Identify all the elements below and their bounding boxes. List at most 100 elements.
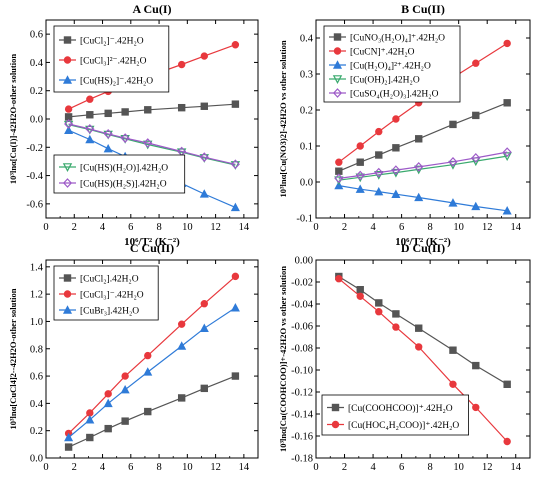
data-point-CuHSH2S [199, 152, 209, 163]
data-point-CuNO3 [415, 135, 423, 143]
y-tick-label-B: -0.1 [296, 214, 313, 225]
legend-marker-CuCl3b [63, 290, 72, 298]
series-line-CuCl2 [68, 103, 236, 118]
legend-box-bottom-A [53, 154, 186, 194]
legend-marker-CuNO3 [333, 33, 342, 41]
data-point-CuNO3 [356, 158, 364, 166]
data-point-CuH2O4 [471, 201, 481, 211]
data-point-CuHS2 [103, 143, 113, 153]
data-point-CuHS2 [199, 189, 209, 198]
legend-marker-CuCl3 [63, 56, 72, 64]
data-point-CuH2O4 [448, 198, 458, 207]
data-point-CuSO4 [374, 167, 384, 178]
data-point-CuHOC [472, 403, 480, 412]
data-point-CuCl2b [177, 394, 186, 402]
legend-label-CuCN: [CuCN]⁺.42H₂O [350, 47, 415, 57]
data-point-CuHSH2S [103, 128, 113, 139]
x-tick-label-C: 4 [100, 462, 106, 473]
data-point-CuCl2 [86, 111, 94, 119]
series-line-CuNO3 [338, 102, 508, 172]
x-tick-label-C: 14 [239, 462, 250, 473]
x-tick-label-A: 14 [239, 222, 250, 233]
data-point-CuHSH2S [120, 133, 130, 143]
x-tick-label-D: 2 [342, 462, 347, 473]
data-point-CuCN [375, 127, 383, 136]
data-point-CuBr3 [64, 432, 74, 442]
data-point-CuCl3b [144, 351, 152, 360]
data-point-CuCl3b [177, 320, 186, 328]
data-point-CuNO3 [472, 111, 480, 120]
legend-label-CuCl3: [CuCl₃]²⁻.42H₂O [80, 56, 147, 66]
y-tick-label-D: 0.00 [295, 256, 313, 267]
data-point-CuCl2 [104, 109, 112, 118]
data-point-CuSO4 [448, 156, 458, 167]
y-tick-label-C: 1.2 [30, 290, 43, 301]
x-tick-label-B: 14 [510, 222, 521, 233]
panel-title-D: D Cu(II) [401, 241, 445, 255]
data-point-CuCOOH [356, 286, 364, 294]
y-tick-label-B: 0.0 [300, 178, 313, 189]
y-tick-label-C: 0.4 [30, 399, 44, 410]
data-point-CuSO4 [334, 173, 344, 184]
y-axis-label-C: 10³lnα[CuCl4]2--42H2O-other solution [8, 288, 18, 429]
legend-label-CuHOC: [Cu(HOC₄H₂COO)]⁺.42H₂O [348, 420, 459, 431]
data-point-CuHSH2S [230, 159, 240, 170]
data-point-CuNO3 [449, 120, 457, 129]
series-line-CuCl3b [68, 275, 236, 434]
y-tick-label-D: -0.02 [291, 278, 313, 289]
data-point-CuCOOH [415, 324, 423, 332]
x-axis-label-B: 10⁶/T² (K⁻²) [395, 236, 451, 248]
x-tick-label-B: 2 [342, 222, 347, 233]
y-tick-label-B: 0.4 [300, 34, 314, 45]
legend-marker-CuOH2 [332, 75, 343, 84]
data-point-CuCl3b [104, 390, 112, 398]
plot-frame-D [315, 259, 531, 459]
legend-label-CuHSH2S: [Cu(HS)(H₂S)].42H₂O [80, 178, 167, 189]
plot-frame-B [315, 19, 531, 219]
data-point-CuCN [392, 115, 400, 123]
data-point-CuCN [356, 142, 364, 150]
data-point-CuBr3 [199, 323, 209, 332]
data-point-CuSO4 [355, 170, 365, 181]
series-line-CuSO4 [338, 151, 508, 179]
panel-B: B Cu(II) 0 2 4 6 8 10 12 14 -0.1 0.0 0.1 0.2 0.3 0.4 10… [278, 2, 531, 248]
data-point-CuBr3 [143, 367, 153, 376]
x-tick-label-D: 6 [399, 462, 404, 473]
x-tick-label-A: 4 [100, 222, 106, 233]
x-tick-label-C: 2 [72, 462, 77, 473]
legend-marker-CuHSH2S [62, 178, 73, 188]
data-point-CuCl3 [64, 105, 73, 113]
y-tick-label-A: 0.6 [30, 30, 43, 41]
data-point-CuCOOH [449, 346, 457, 354]
legend-label-CuNO3: [CuNO₃(H₂O)₄]⁺.42H₂O [350, 32, 445, 43]
series-line-CuCl2b [68, 375, 236, 448]
x-tick-label-B: 4 [370, 222, 376, 233]
y-axis-label-D: 10³lnα[Cu(COOHCOO)]+-42H2O vs other solu… [278, 266, 288, 452]
data-point-CuHSH2S [85, 124, 95, 134]
data-point-CuHSH2S [143, 138, 153, 148]
y-tick-label-D: -0.12 [291, 388, 313, 399]
data-point-CuH2O4 [334, 180, 344, 190]
y-tick-label-B: 0.1 [300, 142, 313, 153]
y-tick-label-A: 0.2 [30, 86, 43, 97]
data-point-CuCl2 [177, 103, 186, 112]
x-tick-label-D: 0 [313, 462, 318, 473]
legend-box-top-C [53, 265, 159, 321]
data-point-CuNO3 [503, 99, 511, 107]
data-point-CuBr3 [177, 341, 187, 350]
data-point-CuCl2 [200, 102, 208, 110]
y-tick-label-D: -0.04 [291, 300, 314, 311]
data-point-CuCOOH [472, 361, 480, 370]
data-point-CuCl2b [231, 372, 240, 380]
panel-C: C Cu(II) 0 2 4 6 8 10 12 14 0.0 0.2 0.4 0.6 0.8 1.0 1.2… [8, 241, 259, 481]
x-tick-label-D: 8 [428, 462, 433, 473]
x-tick-label-A: 8 [156, 222, 161, 233]
data-point-CuBr3 [120, 384, 130, 394]
data-point-CuHOC [375, 308, 383, 316]
data-point-CuCOOH [503, 380, 511, 389]
y-tick-label-A: -0.2 [26, 143, 43, 154]
data-point-CuCl2 [231, 100, 240, 108]
series-line-CuHOC [338, 278, 508, 442]
x-tick-label-A: 0 [43, 222, 48, 233]
